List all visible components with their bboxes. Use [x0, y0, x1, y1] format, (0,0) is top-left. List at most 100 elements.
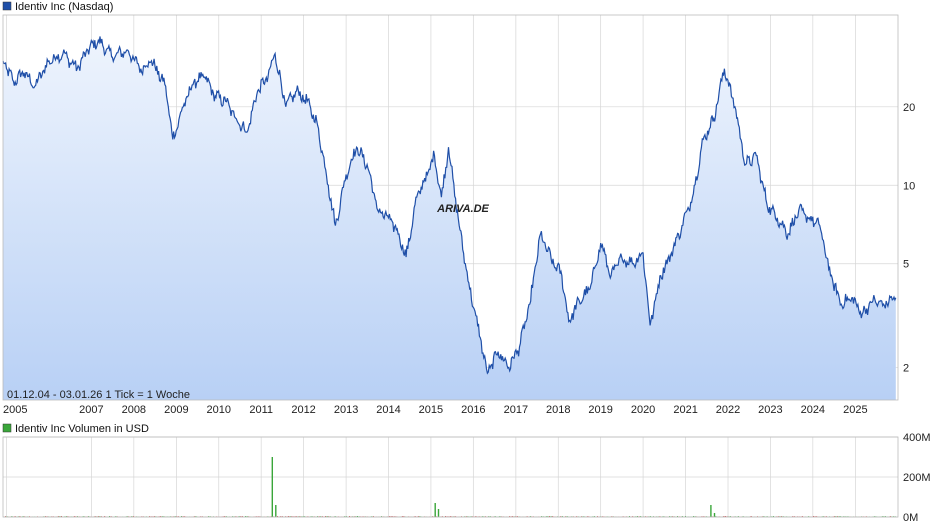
volume-bar: [723, 516, 725, 517]
volume-bar: [659, 516, 661, 517]
volume-bar: [597, 516, 598, 517]
volume-bar: [289, 516, 291, 517]
volume-bar: [547, 516, 549, 517]
volume-bar: [729, 516, 731, 517]
volume-bar: [822, 516, 824, 517]
volume-bar: [441, 516, 443, 517]
price-x-tick-label: 2012: [291, 404, 315, 416]
volume-spike-bar: [275, 505, 277, 517]
volume-bar: [104, 516, 106, 517]
volume-bar: [814, 516, 816, 517]
volume-bar: [320, 516, 322, 517]
price-x-tick-label: 2018: [546, 404, 570, 416]
volume-bar: [161, 516, 163, 517]
volume-bar: [73, 516, 75, 517]
volume-bar: [470, 516, 472, 517]
volume-bar: [225, 516, 227, 517]
volume-bar: [403, 516, 405, 517]
volume-bar: [240, 516, 242, 517]
volume-bar: [725, 516, 726, 517]
volume-bar: [813, 516, 814, 517]
price-y-tick-label: 5: [903, 259, 909, 271]
volume-bar: [449, 516, 451, 517]
volume-bar: [587, 516, 589, 517]
volume-bar: [299, 516, 301, 517]
volume-bar: [59, 516, 61, 517]
volume-bar: [77, 516, 78, 517]
volume-bar: [177, 516, 179, 517]
price-line: [2, 36, 897, 375]
volume-bar: [488, 516, 490, 517]
volume-bar: [883, 516, 885, 517]
volume-bar: [291, 516, 293, 517]
volume-bar: [389, 516, 390, 517]
volume-bar: [57, 516, 59, 517]
price-x-tick-label: 2020: [631, 404, 655, 416]
volume-bar: [541, 516, 542, 517]
volume-bar: [715, 516, 717, 517]
volume-bar: [94, 516, 96, 517]
volume-bar: [889, 516, 891, 517]
volume-spike-bar: [271, 457, 273, 517]
volume-bar: [174, 516, 176, 517]
volume-bar: [560, 516, 562, 517]
volume-bar: [808, 516, 810, 517]
price-x-tick-label: 2021: [673, 404, 697, 416]
volume-bar: [629, 516, 630, 517]
volume-bar: [325, 516, 326, 517]
volume-bar: [837, 516, 838, 517]
volume-bar: [499, 516, 501, 517]
volume-bar: [373, 516, 374, 517]
volume-bar: [392, 516, 394, 517]
volume-bar: [677, 516, 678, 517]
volume-bar: [181, 516, 182, 517]
volume-bar: [489, 516, 491, 517]
volume-panel: 0M 200M 400M: [2, 432, 931, 524]
volume-bar: [640, 516, 642, 517]
volume-bar: [401, 516, 403, 517]
price-x-axis: 2005 2007 2008 2009 2010 2011 2012 2013 2014 2015…: [3, 404, 868, 416]
volume-bar: [793, 516, 795, 517]
volume-bar: [873, 516, 875, 517]
volume-bar: [238, 516, 240, 517]
volume-bar: [241, 516, 243, 517]
volume-bar: [45, 516, 46, 517]
price-x-tick-label: 2013: [334, 404, 358, 416]
volume-bar: [65, 516, 67, 517]
volume-bar: [885, 516, 886, 517]
volume-y-tick-label: 200M: [903, 472, 931, 484]
volume-bar: [88, 516, 90, 517]
volume-bar: [235, 516, 237, 517]
volume-bar: [742, 516, 744, 517]
volume-bar: [445, 516, 446, 517]
volume-bar: [318, 516, 320, 517]
volume-bar: [326, 516, 328, 517]
price-x-tick-label: 2011: [249, 404, 273, 416]
volume-bar: [149, 516, 150, 517]
watermark: ARIVA.DE: [436, 203, 489, 215]
volume-bars: [5, 457, 896, 517]
volume-bar: [419, 516, 421, 517]
volume-bar: [224, 516, 226, 517]
price-x-tick-label: 2008: [122, 404, 146, 416]
volume-bar: [294, 516, 296, 517]
volume-bar: [649, 516, 651, 517]
price-x-tick-label: 2024: [801, 404, 825, 416]
volume-bar: [321, 516, 323, 517]
volume-bar: [126, 516, 128, 517]
price-x-tick-label: 2025: [843, 404, 867, 416]
price-legend-label: Identiv Inc (Nasdaq): [15, 1, 113, 13]
volume-bar: [833, 516, 835, 517]
volume-bar: [792, 516, 794, 517]
volume-bar: [782, 516, 784, 517]
volume-bar: [304, 516, 306, 517]
volume-bar: [208, 516, 210, 517]
volume-bar: [5, 516, 6, 517]
volume-legend-label: Identiv Inc Volumen in USD: [15, 423, 149, 435]
price-x-tick-label: 2016: [461, 404, 485, 416]
volume-bar: [182, 516, 184, 517]
volume-bar: [835, 516, 837, 517]
price-x-tick-label: 2023: [758, 404, 782, 416]
volume-bar: [773, 516, 774, 517]
price-legend-swatch: [2, 1, 12, 11]
